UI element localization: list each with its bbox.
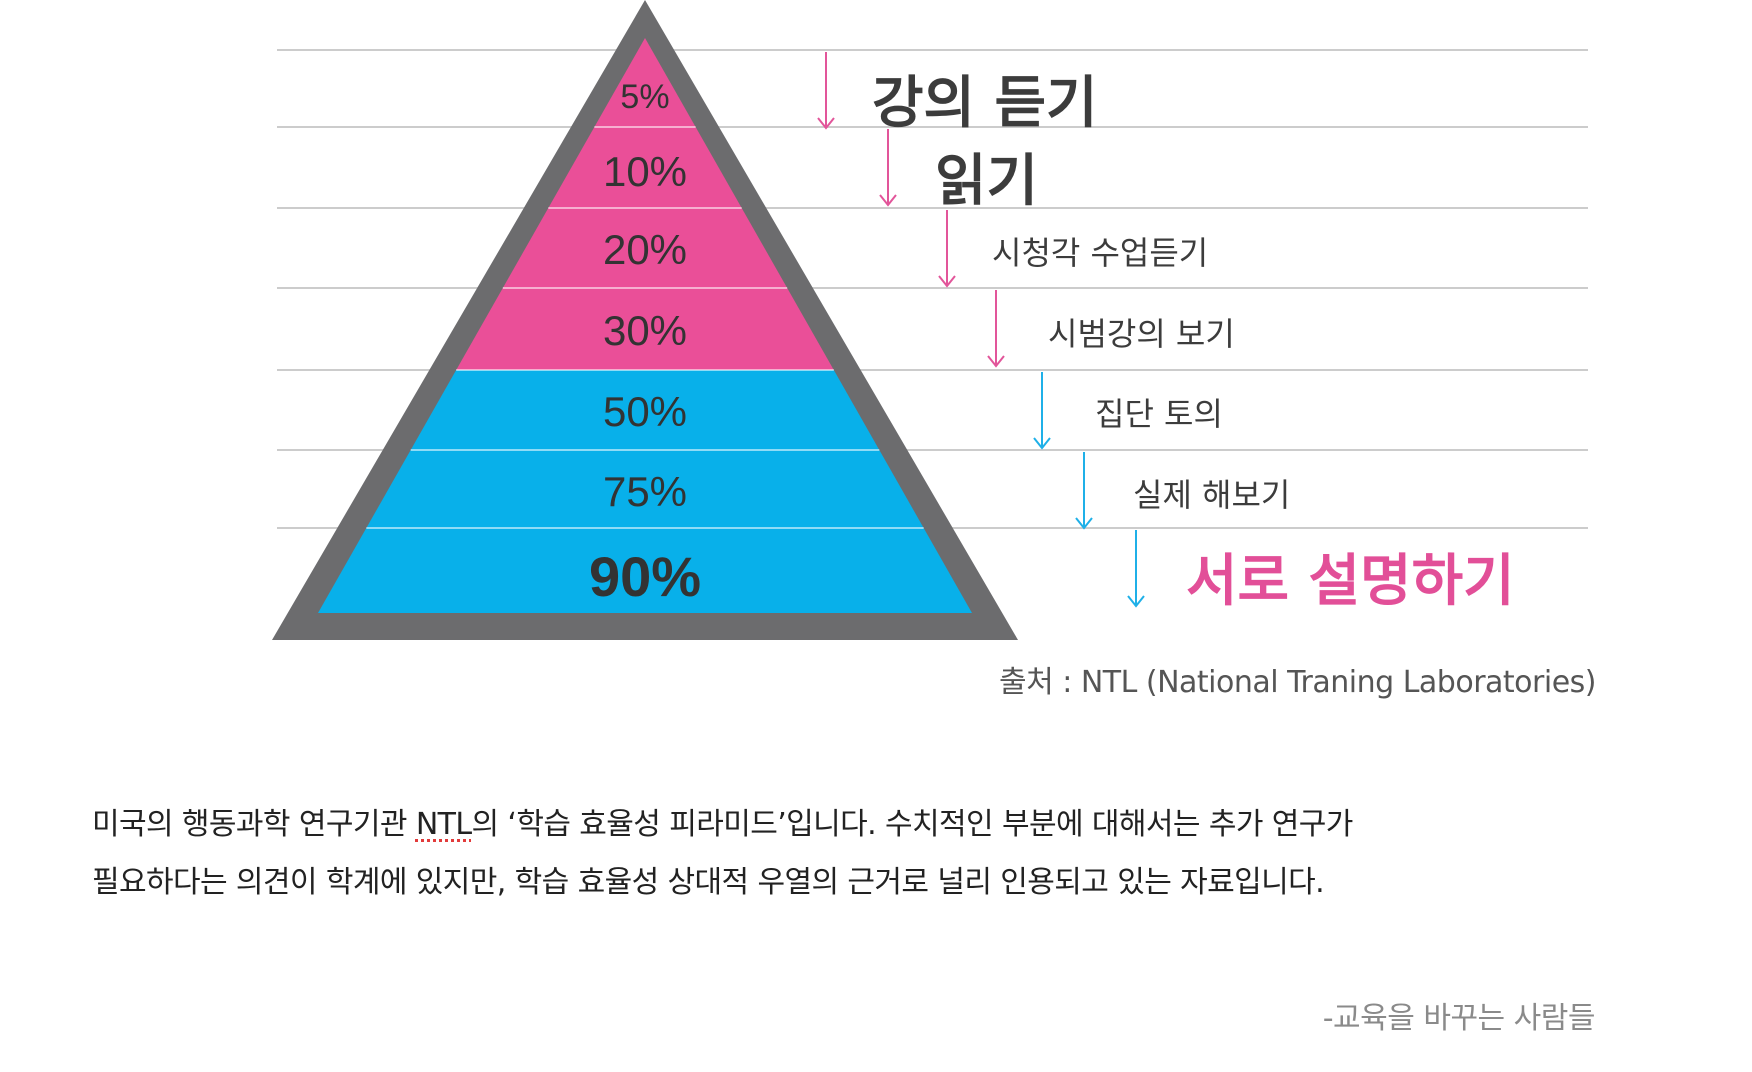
method-label: 서로 설명하기 [1186,549,1515,614]
caption-line-2: 필요하다는 의견이 학계에 있지만, 학습 효율성 상대적 우열의 근거로 널리… [92,865,1325,900]
percent-label: 50% [602,388,688,435]
percent-label: 90% [588,545,702,608]
method-label: 실제 해보기 [1133,476,1291,514]
arrow-head [879,194,897,207]
caption: 미국의 행동과학 연구기관 NTL의 ‘학습 효율성 피라미드’입니다. 수치적… [92,796,1692,912]
arrow-head [817,117,835,130]
method-label: 시범강의 보기 [1048,315,1235,353]
pyramid-band-90pct [318,528,972,613]
caption-line-1-start: 미국의 행동과학 연구기관 [92,807,416,842]
source-note: 출처 : NTL (National Traning Laboratories) [998,665,1597,700]
method-label: 시청각 수업듣기 [992,234,1209,272]
method-label: 강의 듣기 [872,71,1098,136]
pyramid-band-10pct [548,127,742,208]
pyramid-band-5pct [594,38,696,127]
arrow-head [938,275,956,288]
percent-label: 30% [602,307,688,354]
pyramid-band-30pct [456,288,834,370]
percent-label: 20% [602,226,688,273]
arrow-head [987,355,1005,368]
credit: -교육을 바꾸는 사람들 [1322,1001,1596,1036]
arrow-head [1127,595,1145,608]
percent-label: 5% [620,78,670,116]
arrows [817,52,1145,608]
caption-term-ntl: NTL [415,807,472,842]
method-label: 집단 토의 [1095,395,1223,433]
caption-line-1: 미국의 행동과학 연구기관 NTL의 ‘학습 효율성 피라미드’입니다. 수치적… [92,796,1692,854]
pyramid-band-20pct [502,208,788,288]
pyramid-band-50pct [410,370,880,450]
method-label: 읽기 [935,149,1039,214]
caption-line-1-end: 의 ‘학습 효율성 피라미드’입니다. 수치적인 부분에 대해서는 추가 연구가 [471,807,1354,842]
percent-label: 10% [602,148,688,195]
learning-pyramid-diagram [272,0,1588,640]
arrow-head [1075,517,1093,530]
percent-label: 75% [602,468,688,515]
arrow-head [1033,437,1051,450]
pyramid-bands [318,38,972,613]
pyramid-band-75pct [366,450,924,528]
